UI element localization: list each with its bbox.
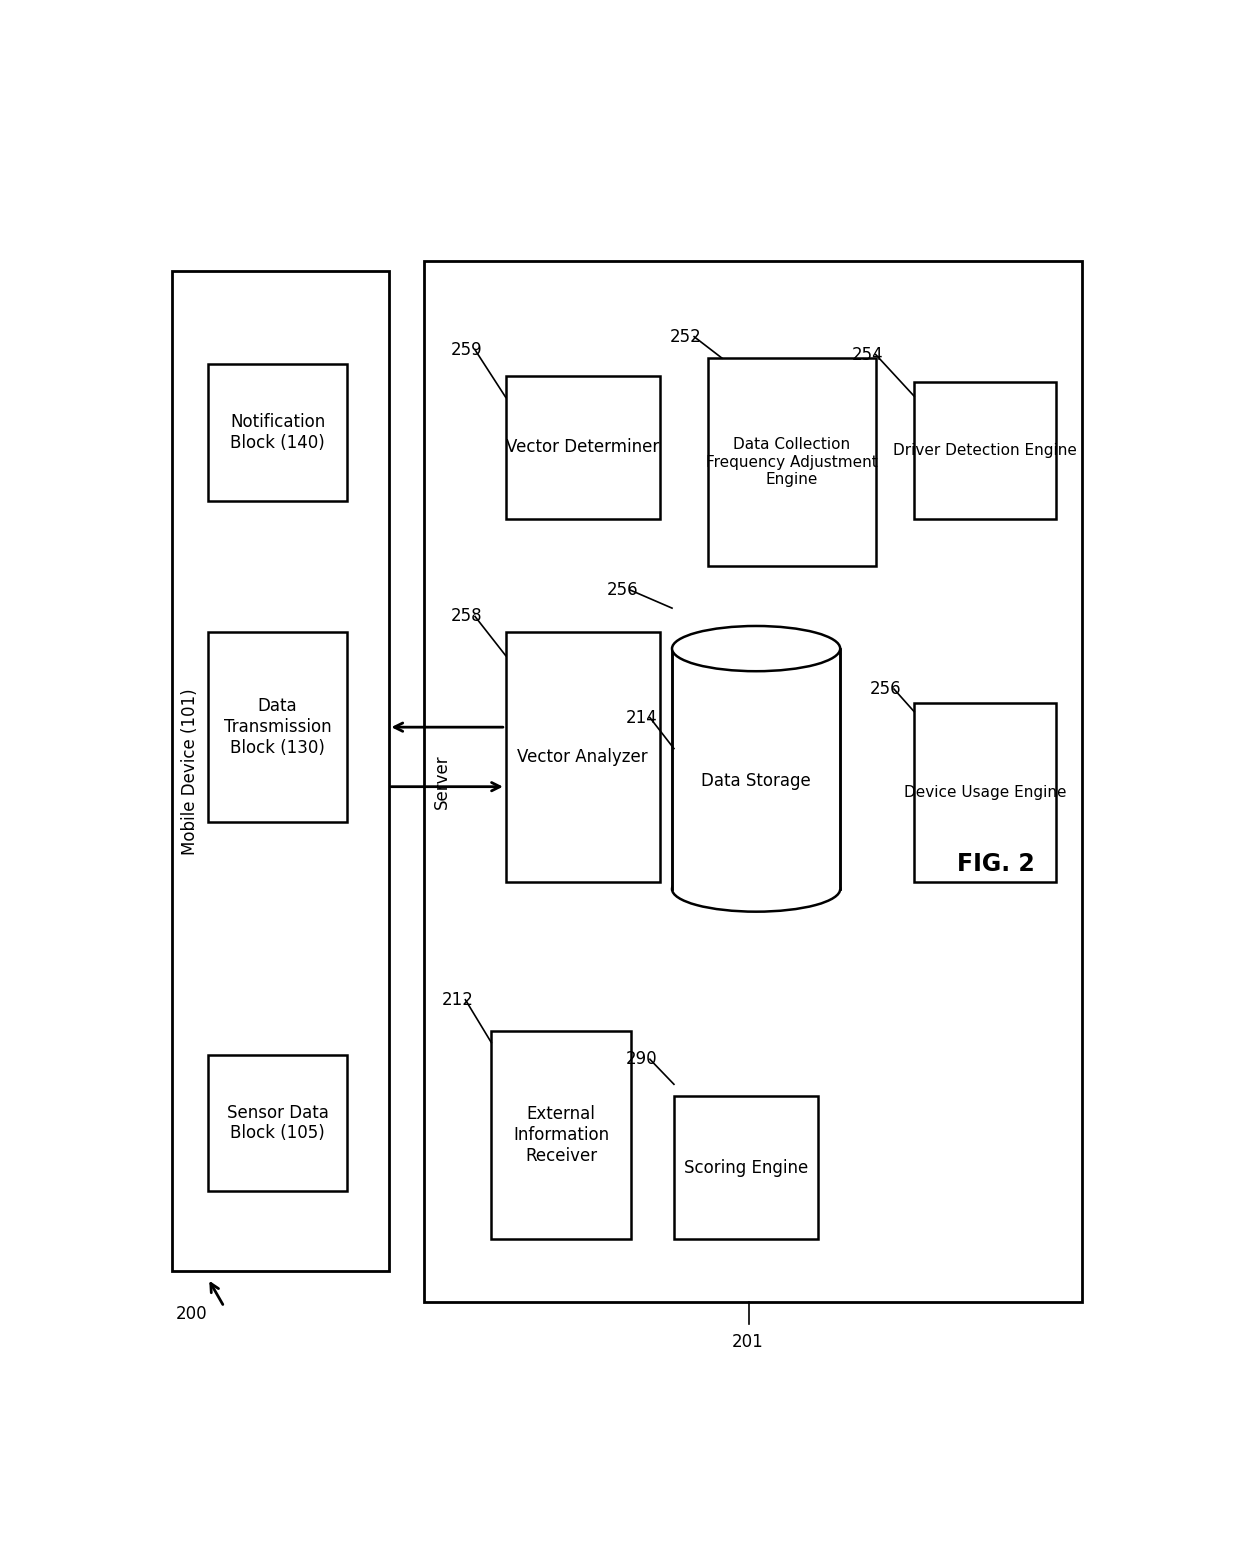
Bar bbox=[672, 649, 841, 889]
Text: 258: 258 bbox=[451, 608, 482, 626]
Text: 254: 254 bbox=[852, 346, 883, 363]
FancyBboxPatch shape bbox=[208, 363, 347, 501]
Text: 200: 200 bbox=[176, 1305, 208, 1323]
FancyBboxPatch shape bbox=[172, 271, 388, 1271]
Text: 256: 256 bbox=[606, 581, 639, 600]
Text: Data Collection
Frequency Adjustment
Engine: Data Collection Frequency Adjustment Eng… bbox=[706, 438, 878, 487]
Text: 214: 214 bbox=[626, 708, 657, 727]
Text: 252: 252 bbox=[670, 328, 702, 346]
FancyBboxPatch shape bbox=[914, 382, 1056, 519]
FancyBboxPatch shape bbox=[208, 632, 347, 822]
FancyBboxPatch shape bbox=[424, 261, 1083, 1302]
Text: Vector Determiner: Vector Determiner bbox=[506, 439, 660, 456]
Text: 212: 212 bbox=[441, 991, 474, 1010]
Text: Data
Transmission
Block (130): Data Transmission Block (130) bbox=[223, 697, 331, 758]
Text: Vector Analyzer: Vector Analyzer bbox=[517, 748, 649, 765]
FancyBboxPatch shape bbox=[506, 376, 660, 519]
FancyBboxPatch shape bbox=[675, 739, 818, 881]
Text: Data Storage: Data Storage bbox=[702, 771, 811, 790]
Text: 290: 290 bbox=[626, 1050, 657, 1068]
FancyBboxPatch shape bbox=[914, 703, 1056, 881]
FancyBboxPatch shape bbox=[675, 1096, 818, 1238]
Bar bbox=[672, 649, 841, 889]
Text: Scoring Engine: Scoring Engine bbox=[684, 1158, 808, 1177]
Text: 201: 201 bbox=[732, 1333, 764, 1351]
FancyBboxPatch shape bbox=[506, 632, 660, 881]
Text: Driver Detection Engine: Driver Detection Engine bbox=[893, 442, 1078, 458]
Text: Mobile Device (101): Mobile Device (101) bbox=[181, 688, 198, 855]
FancyBboxPatch shape bbox=[708, 359, 875, 566]
Text: FIG. 2: FIG. 2 bbox=[957, 852, 1034, 877]
Ellipse shape bbox=[672, 866, 841, 912]
Text: Sensor Data
Block (105): Sensor Data Block (105) bbox=[227, 1104, 329, 1142]
Text: Device Usage Engine: Device Usage Engine bbox=[904, 785, 1066, 801]
FancyBboxPatch shape bbox=[491, 1031, 631, 1238]
Ellipse shape bbox=[672, 626, 841, 671]
Text: 259: 259 bbox=[451, 340, 482, 359]
Text: Classifier: Classifier bbox=[708, 801, 784, 819]
Text: Server: Server bbox=[433, 754, 450, 809]
Text: Notification
Block (140): Notification Block (140) bbox=[229, 413, 325, 451]
Text: External
Information
Receiver: External Information Receiver bbox=[513, 1105, 609, 1164]
FancyBboxPatch shape bbox=[208, 1054, 347, 1192]
Text: 256: 256 bbox=[870, 680, 901, 699]
